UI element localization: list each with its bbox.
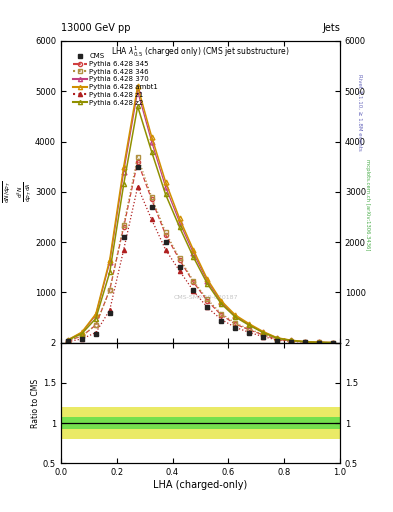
Bar — [75, 407, 89, 439]
Bar — [117, 407, 131, 439]
Bar — [228, 407, 242, 439]
Bar — [256, 407, 270, 439]
Bar — [270, 417, 284, 429]
Bar — [158, 417, 173, 429]
Bar — [200, 417, 215, 429]
Bar — [61, 417, 75, 429]
Text: mcplots.cern.ch [arXiv:1306.3436]: mcplots.cern.ch [arXiv:1306.3436] — [365, 159, 370, 250]
Y-axis label: Ratio to CMS: Ratio to CMS — [31, 378, 40, 428]
Bar — [242, 407, 256, 439]
Bar — [312, 417, 326, 429]
Bar — [145, 407, 158, 439]
Bar — [284, 417, 298, 429]
Bar — [200, 407, 215, 439]
Bar — [298, 407, 312, 439]
Bar — [158, 407, 173, 439]
Bar — [326, 407, 340, 439]
Bar — [103, 407, 117, 439]
Bar — [215, 407, 228, 439]
Bar — [228, 417, 242, 429]
Bar — [284, 407, 298, 439]
Bar — [242, 417, 256, 429]
Bar — [61, 407, 75, 439]
Legend: CMS, Pythia 6.428 345, Pythia 6.428 346, Pythia 6.428 370, Pythia 6.428 ambt1, P: CMS, Pythia 6.428 345, Pythia 6.428 346,… — [70, 51, 161, 109]
Bar — [312, 407, 326, 439]
X-axis label: LHA (charged-only): LHA (charged-only) — [153, 480, 248, 490]
Bar — [270, 407, 284, 439]
Bar — [186, 417, 200, 429]
Text: 13000 GeV pp: 13000 GeV pp — [61, 23, 130, 33]
Text: Rivet 3.1.10, ≥ 1.8M events: Rivet 3.1.10, ≥ 1.8M events — [357, 74, 362, 151]
Bar — [89, 407, 103, 439]
Y-axis label: $\frac{1}{\mathrm{d}N/\mathrm{d}p_T}$
$\frac{\mathrm{d}^2N}{\mathrm{d}p_T\,\math: $\frac{1}{\mathrm{d}N/\mathrm{d}p_T}$ $\… — [0, 181, 33, 203]
Bar — [215, 417, 228, 429]
Bar — [117, 417, 131, 429]
Bar — [103, 417, 117, 429]
Bar — [326, 417, 340, 429]
Bar — [130, 417, 145, 429]
Bar — [186, 407, 200, 439]
Bar — [173, 407, 187, 439]
Bar — [145, 417, 158, 429]
Bar — [89, 417, 103, 429]
Bar — [75, 417, 89, 429]
Text: CMS-SMP-19-020187: CMS-SMP-19-020187 — [174, 295, 238, 300]
Text: Jets: Jets — [322, 23, 340, 33]
Bar — [173, 417, 187, 429]
Bar — [256, 417, 270, 429]
Bar — [130, 407, 145, 439]
Text: LHA $\lambda^1_{0.5}$ (charged only) (CMS jet substructure): LHA $\lambda^1_{0.5}$ (charged only) (CM… — [111, 44, 290, 59]
Bar — [298, 417, 312, 429]
